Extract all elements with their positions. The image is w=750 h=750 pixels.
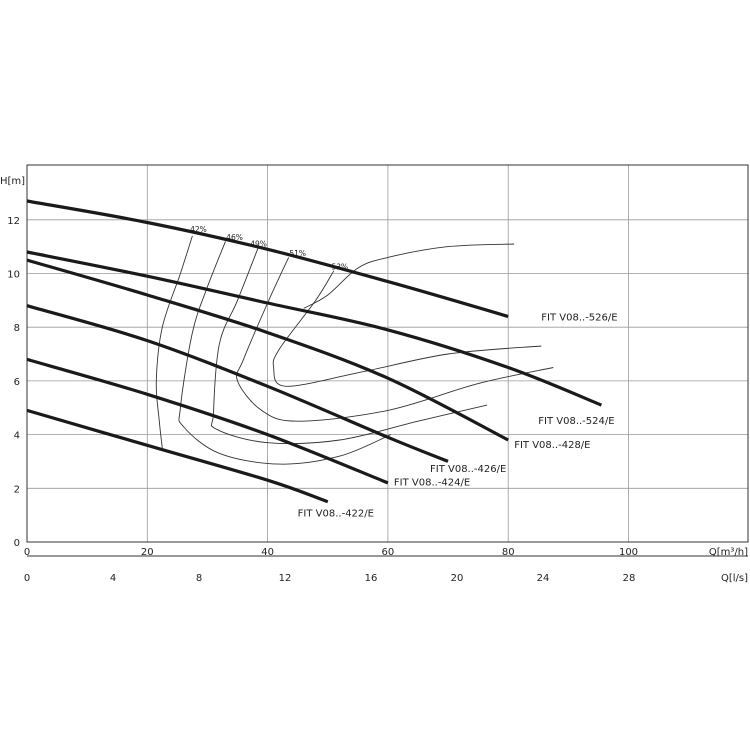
x-tick-label: 0	[24, 547, 30, 558]
y-tick-label: 8	[14, 323, 20, 334]
series-label-6: FIT V08..-422/E	[298, 508, 374, 519]
plot-frame	[26, 164, 749, 543]
efficiency-curves	[155, 235, 554, 465]
x2-tick-label: 0	[24, 573, 30, 584]
x2-tick-label: 12	[279, 573, 292, 584]
grid	[27, 165, 748, 542]
y-tick-label: 0	[14, 538, 20, 549]
pump-curve-4	[26, 304, 449, 463]
x-tick-label: 100	[619, 547, 638, 558]
efficiency-curve-5	[272, 270, 542, 387]
x-tick-label: 20	[141, 547, 154, 558]
series-label-1: FIT V08..-526/E	[541, 312, 617, 323]
pump-curve-2	[26, 250, 603, 407]
x-tick-label: 60	[382, 547, 395, 558]
efficiency-label: 42%	[190, 225, 207, 234]
pump-curve-3	[26, 258, 509, 442]
series-label-2: FIT V08..-524/E	[538, 416, 614, 427]
pump-curve-6	[26, 408, 329, 504]
x2-tick-label: 8	[196, 573, 202, 584]
pump-curve-5	[26, 357, 389, 485]
y-tick-label: 4	[14, 431, 20, 442]
y-tick-label: 10	[7, 270, 20, 281]
y-tick-label: 12	[7, 216, 20, 227]
efficiency-curve-3	[210, 246, 488, 445]
series-label-3: FIT V08..-428/E	[514, 440, 590, 451]
x-axis-label: Q[m³/h]	[709, 547, 748, 558]
efficiency-curve-1	[155, 235, 193, 449]
x2-tick-label: 16	[365, 573, 378, 584]
efficiency-curve-2	[178, 241, 392, 465]
efficiency-curve-6	[303, 243, 515, 309]
efficiency-curve-4	[236, 257, 554, 422]
x2-tick-label: 20	[451, 573, 464, 584]
pump-curve-1	[26, 199, 509, 319]
y-tick-label: 2	[14, 484, 20, 495]
x-tick-label: 80	[502, 547, 515, 558]
x-tick-label: 40	[261, 547, 274, 558]
series-label-4: FIT V08..-426/E	[430, 464, 506, 475]
pump-curves	[26, 199, 603, 504]
efficiency-label: 46%	[226, 233, 243, 242]
series-label-5: FIT V08..-424/E	[394, 478, 470, 489]
x2-tick-label: 24	[537, 573, 550, 584]
x2-tick-label: 4	[110, 573, 116, 584]
efficiency-label: 49%	[250, 240, 267, 249]
y-tick-label: 6	[14, 377, 20, 388]
efficiency-label: 51%	[289, 249, 306, 258]
x2-axis-label: Q[l/s]	[721, 573, 748, 584]
x2-tick-label: 28	[623, 573, 636, 584]
y-axis-label: H[m]	[0, 176, 25, 187]
